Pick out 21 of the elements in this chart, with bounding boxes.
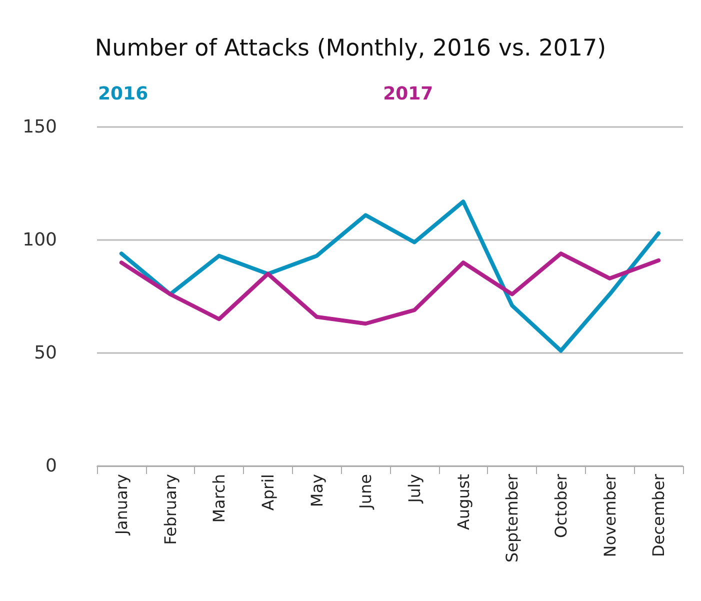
x-tick-label: February <box>160 474 180 545</box>
y-tick-label: 150 <box>22 116 57 138</box>
y-tick-label: 50 <box>34 342 57 364</box>
x-tick-label: January <box>112 474 131 536</box>
chart-title: Number of Attacks (Monthly, 2016 vs. 2017) <box>94 36 606 62</box>
x-tick-label: December <box>649 474 668 557</box>
x-tick-label: April <box>258 474 278 511</box>
x-tick-label: May <box>307 474 326 508</box>
text: 2016 <box>98 84 148 104</box>
text: 2017 <box>383 84 434 104</box>
y-tick-label: 100 <box>22 230 57 250</box>
y-tick-label: 0 <box>46 456 57 476</box>
x-tick-label: November <box>600 474 620 558</box>
line-series <box>119 252 661 326</box>
x-tick-label: June <box>356 474 376 510</box>
x-tick-label: August <box>454 474 473 530</box>
x-tick-label: July <box>404 474 424 504</box>
x-tick-label: September <box>502 474 522 562</box>
x-tick-label: March <box>210 474 229 523</box>
line-series <box>119 200 661 353</box>
x-tick-label: October <box>551 474 570 538</box>
